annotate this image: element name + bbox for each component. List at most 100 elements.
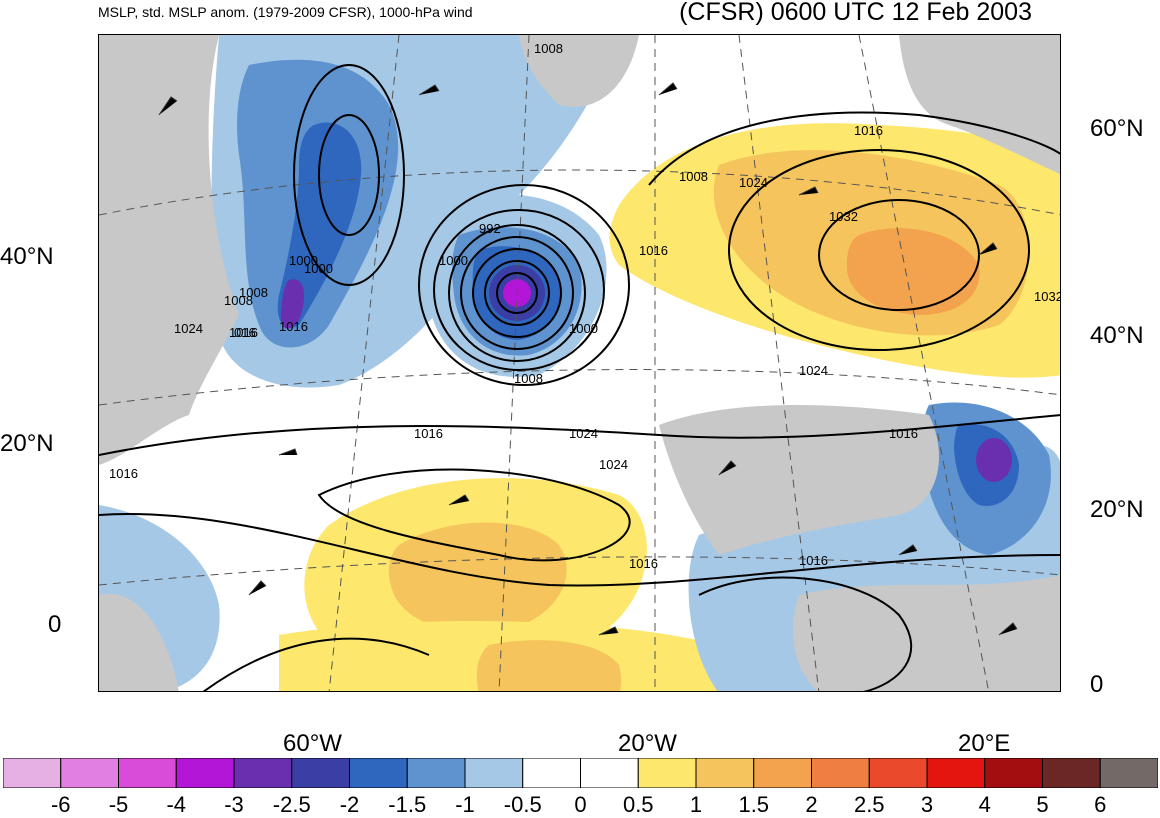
colorbar-tick-label: -0.5 xyxy=(503,792,542,817)
isobar xyxy=(728,149,1030,351)
isobar xyxy=(99,414,1060,456)
map-canvas: 1008 1000 1016 1008 1024 1016 1032 1032 992 1000 1… xyxy=(99,35,1061,691)
contour-label: 1024 xyxy=(569,426,598,441)
colorbar-swatch xyxy=(522,758,581,788)
contour-label: 1008 xyxy=(514,371,543,386)
colorbar-swatch xyxy=(175,758,235,788)
graticule-line xyxy=(99,369,1060,406)
anomaly-neg-core-se xyxy=(976,438,1012,482)
wind-barb xyxy=(998,622,1018,636)
lat-label-right: 40°N xyxy=(1090,322,1144,349)
anomaly-pos-orange-sub xyxy=(388,522,567,634)
colorbar-swatch xyxy=(233,758,293,788)
contour-label: 1024 xyxy=(799,363,828,378)
wind-barb xyxy=(158,96,178,116)
wind-barb xyxy=(798,186,819,196)
wind-barb xyxy=(718,460,737,476)
colorbar xyxy=(3,758,1158,788)
colorbar-swatch xyxy=(984,758,1043,788)
wind-barb xyxy=(448,494,470,506)
isobar xyxy=(472,248,562,338)
graticule-line xyxy=(328,35,400,691)
isobar xyxy=(202,637,430,691)
isobar xyxy=(496,272,538,314)
wind-barb xyxy=(978,242,998,256)
contour-label: 1000 xyxy=(439,253,468,268)
colorbar-tick-label: 6 xyxy=(1094,792,1107,817)
land-north-america xyxy=(99,35,239,465)
isobar xyxy=(418,184,630,386)
colorbar-tick-label: -3 xyxy=(224,792,244,817)
isobar xyxy=(317,468,631,562)
colorbar-swatch xyxy=(464,758,524,788)
colorbar-swatch xyxy=(868,758,928,788)
colorbar-tick-label: 1 xyxy=(689,792,703,817)
wind-barb xyxy=(248,580,267,596)
contour-label: 1016 xyxy=(229,325,258,340)
colorbar-tick-label: 5 xyxy=(1036,792,1049,817)
colorbar-tick-label: -2 xyxy=(339,792,360,817)
colorbar-tick-label: 0.5 xyxy=(622,792,654,817)
contour-label: 1024 xyxy=(174,321,203,336)
contour-label: 1016 xyxy=(279,319,308,334)
colorbar-tick-label: 3 xyxy=(920,792,934,817)
contour-label: 1000 xyxy=(569,321,598,336)
colorbar-swatch xyxy=(637,758,697,788)
contour-label: 1016 xyxy=(414,426,443,441)
contour-label: 1000 xyxy=(289,253,318,268)
colorbar-tick-label: -5 xyxy=(108,792,129,817)
land-africa-south xyxy=(793,575,1060,691)
lat-label-left: 0 xyxy=(48,611,62,638)
contour-label: 992 xyxy=(479,221,501,236)
contour-label: 1032 xyxy=(829,209,858,224)
wind-barbs xyxy=(158,82,1018,636)
graticule-line xyxy=(738,35,820,691)
wind-barb xyxy=(658,82,678,96)
colorbar-tick-label: -6 xyxy=(50,792,71,817)
isobar xyxy=(293,64,405,286)
contour-label: 1016 xyxy=(109,466,138,481)
contour-label: 1032 xyxy=(1034,289,1061,304)
graticule-line xyxy=(99,169,1060,216)
colorbar-swatch xyxy=(1042,758,1101,788)
contour-label: 1008 xyxy=(224,293,253,308)
contour-label: 1016 xyxy=(639,243,668,258)
isobar xyxy=(433,209,605,371)
land-africa xyxy=(659,405,939,555)
anomaly-pos-dark-orange-eu xyxy=(846,228,980,315)
isobar xyxy=(648,111,1060,186)
isobar xyxy=(698,576,913,691)
colorbar-tick-label: 2.5 xyxy=(853,792,885,817)
contour-label: 1016 xyxy=(629,556,658,571)
anomaly-neg-dark-nw xyxy=(277,122,362,329)
contour-label: 016 xyxy=(234,325,256,340)
contour-label: 1008 xyxy=(239,285,268,300)
isobar xyxy=(460,236,574,350)
colorbar-tick-label: -4 xyxy=(166,792,187,817)
land-south-america xyxy=(99,593,179,691)
land-scandinavia-russia xyxy=(899,35,1060,175)
contour-label: 1024 xyxy=(739,175,768,190)
colorbar-swatch xyxy=(349,758,408,788)
lat-label-right: 60°N xyxy=(1090,115,1144,142)
anomaly-pos-orange-south xyxy=(476,640,622,691)
wind-barb xyxy=(598,626,619,636)
colorbar-swatch xyxy=(60,758,119,788)
wind-barb xyxy=(278,448,298,456)
colorbar-swatch xyxy=(1099,758,1158,788)
lon-label-bottom: 20°W xyxy=(618,730,677,757)
land-greenland-iceland xyxy=(519,35,639,107)
lat-label-right: 20°N xyxy=(1090,496,1144,523)
colorbar-swatch xyxy=(695,758,755,788)
map-panel: 1008 1000 1016 1008 1024 1016 1032 1032 992 1000 1… xyxy=(98,34,1061,692)
colorbar-swatch xyxy=(406,758,466,788)
left-title: MSLP, std. MSLP anom. (1979-2009 CFSR), … xyxy=(98,4,473,20)
contour-label: 1016 xyxy=(799,553,828,568)
lat-label-left: 40°N xyxy=(0,243,54,270)
colorbar-swatch xyxy=(118,758,177,788)
lat-label-left: 20°N xyxy=(0,430,54,457)
lat-label-right: 0 xyxy=(1090,671,1104,698)
isobar xyxy=(99,513,1060,587)
colorbar-tick-label: 2 xyxy=(805,792,818,817)
lon-label-bottom: 20°E xyxy=(958,730,1011,757)
